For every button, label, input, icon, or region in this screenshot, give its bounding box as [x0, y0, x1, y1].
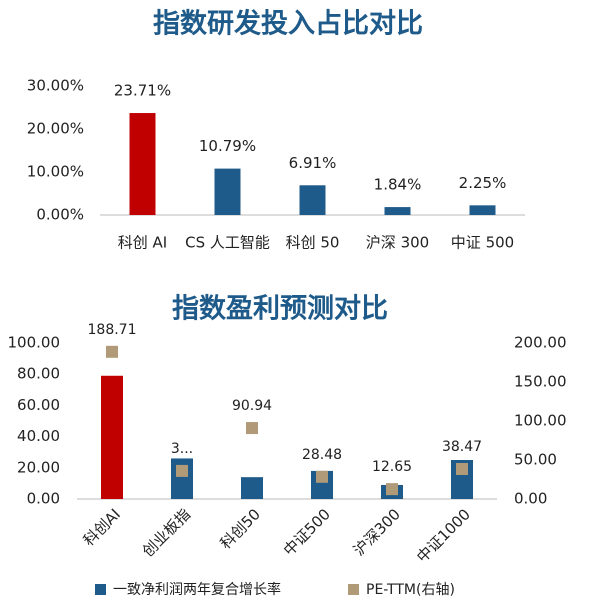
y-tick-label: 60.00 [17, 396, 60, 414]
marker [316, 470, 328, 483]
x-tick-label: 科创AI [80, 505, 124, 549]
y-tick-label: 10.00% [27, 163, 84, 181]
x-tick-label: 中证1000 [413, 505, 474, 566]
data-label: 38.47 [442, 439, 482, 455]
bar [299, 185, 326, 215]
x-tick-label: 创业板指 [139, 505, 194, 560]
data-label: 10.79% [199, 137, 256, 155]
y2-tick-label: 200.00 [514, 334, 567, 352]
y-tick-label: 0.00 [27, 490, 60, 508]
bar [129, 113, 156, 215]
data-label: 188.71 [88, 322, 137, 338]
data-label: 1.84% [374, 176, 422, 194]
data-label: 3... [171, 441, 193, 457]
marker [386, 483, 398, 496]
legend-label: PE-TTM(右轴) [366, 582, 455, 598]
y-tick-label: 20.00% [27, 120, 84, 138]
y-tick-label: 30.00% [27, 77, 84, 95]
y-tick-label: 100.00 [8, 334, 61, 352]
data-label: 2.25% [459, 174, 507, 192]
x-tick-label: CS 人工智能 [185, 234, 270, 252]
x-tick-label: 科创50 [217, 505, 264, 552]
marker [246, 422, 258, 435]
data-label: 23.71% [114, 82, 171, 100]
bar [171, 458, 193, 499]
marker [176, 464, 188, 477]
x-tick-label: 沪深300 [350, 505, 404, 559]
y-tick-label: 40.00 [17, 427, 60, 445]
bar [214, 168, 241, 215]
x-tick-label: 沪深 300 [366, 234, 429, 252]
bar [241, 477, 263, 499]
y2-tick-label: 100.00 [514, 412, 567, 430]
data-label: 90.94 [232, 398, 272, 414]
y2-tick-label: 0.00 [514, 490, 547, 508]
y-tick-label: 0.00% [36, 206, 84, 224]
x-tick-label: 中证500 [280, 505, 334, 559]
chart-title: 指数研发投入占比对比 [153, 8, 423, 40]
data-label: 6.91% [289, 154, 337, 172]
legend-swatch [95, 584, 106, 595]
legend-swatch [348, 584, 359, 595]
data-label: 28.48 [302, 447, 342, 463]
chart-title: 指数盈利预测对比 [172, 294, 388, 325]
legend-label: 一致净利润两年复合增长率 [113, 581, 281, 598]
bar [101, 375, 123, 499]
y-tick-label: 20.00 [17, 458, 60, 476]
y2-tick-label: 150.00 [514, 373, 567, 391]
y2-tick-label: 50.00 [514, 451, 557, 469]
bar [384, 207, 411, 215]
x-tick-label: 中证 500 [451, 234, 514, 252]
marker [106, 345, 118, 358]
marker [456, 462, 468, 475]
data-label: 12.65 [372, 459, 412, 475]
x-tick-label: 科创 AI [118, 234, 167, 252]
bar [469, 205, 496, 215]
x-tick-label: 科创 50 [286, 234, 340, 252]
y-tick-label: 80.00 [17, 365, 60, 383]
